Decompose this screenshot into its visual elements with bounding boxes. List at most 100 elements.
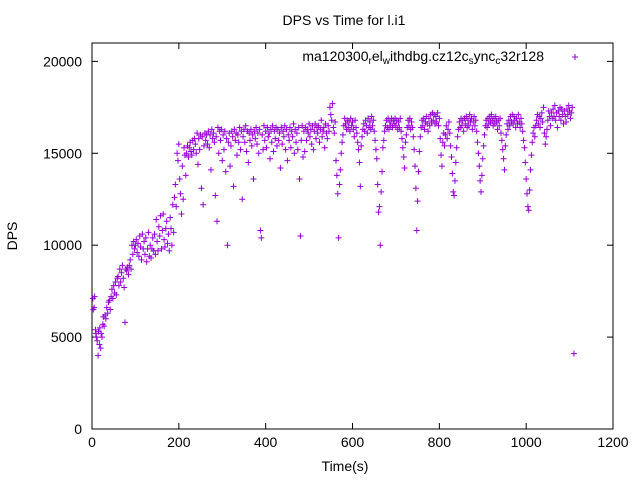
- data-point: [245, 159, 252, 166]
- data-point: [141, 251, 148, 258]
- data-point: [109, 295, 116, 302]
- data-point: [149, 234, 156, 241]
- data-point: [108, 286, 115, 293]
- data-point: [267, 126, 274, 133]
- data-point: [438, 152, 445, 159]
- data-point: [452, 159, 459, 166]
- data-point: [174, 150, 181, 157]
- data-point: [376, 203, 383, 210]
- data-point: [351, 133, 358, 140]
- data-point: [260, 146, 267, 153]
- data-point: [478, 188, 485, 195]
- data-point: [215, 150, 222, 157]
- data-point: [537, 115, 544, 122]
- data-point: [172, 181, 179, 188]
- data-point: [472, 117, 479, 124]
- data-point: [293, 139, 300, 146]
- legend-text-part: w: [382, 56, 391, 67]
- data-point: [410, 133, 417, 140]
- y-tick-label: 0: [74, 421, 82, 437]
- data-point: [201, 142, 208, 149]
- data-point: [270, 148, 277, 155]
- data-point: [236, 124, 243, 131]
- data-point: [471, 122, 478, 129]
- data-point: [183, 150, 190, 157]
- data-point: [154, 238, 161, 245]
- data-point: [435, 122, 442, 129]
- data-point: [326, 104, 333, 111]
- data-point: [333, 157, 340, 164]
- data-point: [311, 128, 318, 135]
- data-point: [480, 142, 487, 149]
- data-point: [425, 115, 432, 122]
- data-point: [313, 135, 320, 142]
- data-point: [208, 126, 215, 133]
- x-tick-label: 400: [254, 434, 278, 450]
- data-point: [345, 124, 352, 131]
- data-point: [533, 117, 540, 124]
- data-point: [412, 163, 419, 170]
- data-point: [414, 198, 421, 205]
- data-point: [116, 266, 123, 273]
- data-point: [257, 227, 264, 234]
- data-point: [274, 126, 281, 133]
- data-point: [153, 216, 160, 223]
- data-point: [367, 126, 374, 133]
- data-point: [273, 142, 280, 149]
- data-point: [441, 142, 448, 149]
- data-point: [139, 231, 146, 238]
- data-point: [168, 242, 175, 249]
- data-point: [527, 166, 534, 173]
- data-point: [223, 135, 230, 142]
- data-point: [107, 306, 114, 313]
- data-point: [204, 141, 211, 148]
- data-point: [129, 251, 136, 258]
- data-point: [281, 122, 288, 129]
- data-point: [292, 126, 299, 133]
- legend-series-label: ma120300relwithdbg.cz12csyncc32r128: [302, 48, 544, 67]
- data-point: [198, 185, 205, 192]
- data-point: [524, 203, 531, 210]
- data-point: [535, 120, 542, 127]
- data-point: [133, 236, 140, 243]
- data-point: [278, 124, 285, 131]
- legend-text-part: ync: [474, 48, 496, 64]
- data-point: [251, 128, 258, 135]
- data-point: [438, 163, 445, 170]
- data-point: [199, 133, 206, 140]
- data-point: [227, 142, 234, 149]
- data-point: [131, 245, 138, 252]
- data-point: [121, 319, 128, 326]
- data-point: [348, 122, 355, 129]
- data-point: [115, 282, 122, 289]
- y-tick-label: 20000: [43, 53, 82, 69]
- data-point: [154, 247, 161, 254]
- data-point: [143, 258, 150, 265]
- data-point: [288, 128, 295, 135]
- data-point: [488, 111, 495, 118]
- data-point: [234, 131, 241, 138]
- data-point: [479, 155, 486, 162]
- data-point: [283, 126, 290, 133]
- data-point: [277, 164, 284, 171]
- data-point: [526, 187, 533, 194]
- data-point: [373, 155, 380, 162]
- data-point: [196, 146, 203, 153]
- data-point: [190, 146, 197, 153]
- data-point: [202, 137, 209, 144]
- data-point: [246, 130, 253, 137]
- data-point: [446, 130, 453, 137]
- data-point: [138, 256, 145, 263]
- legend-text-part: r: [369, 56, 373, 67]
- data-point: [523, 176, 530, 183]
- data-point: [179, 163, 186, 170]
- data-point: [381, 128, 388, 135]
- data-point: [218, 126, 225, 133]
- data-point: [280, 133, 287, 140]
- data-point: [135, 253, 142, 260]
- data-point: [531, 133, 538, 140]
- data-point: [328, 117, 335, 124]
- data-point: [436, 115, 443, 122]
- data-point: [557, 117, 564, 124]
